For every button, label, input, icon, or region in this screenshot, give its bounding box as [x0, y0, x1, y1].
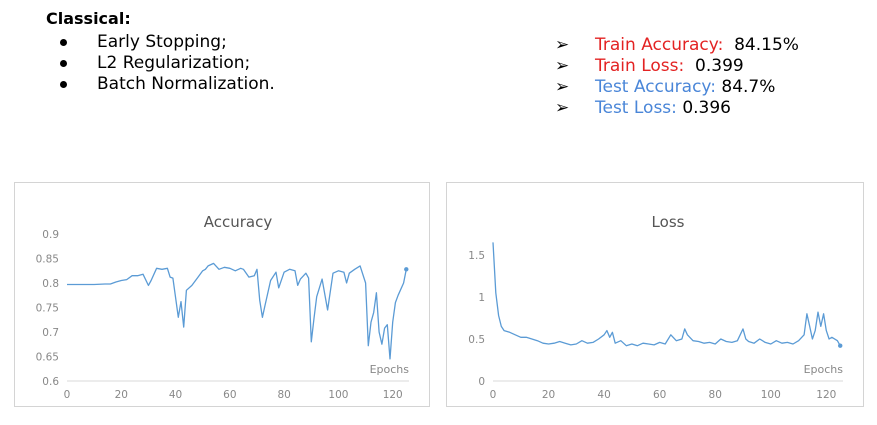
arrow-bullet-icon: ➢ [555, 98, 570, 118]
accuracy-x-tick-label: 80 [277, 389, 290, 401]
accuracy-y-tick-label: 0.75 [36, 303, 59, 315]
metric-value: 84.15% [734, 35, 799, 55]
metric-label: Train Loss: [595, 56, 685, 76]
accuracy-y-tick-label: 0.85 [36, 254, 59, 266]
accuracy-chart-title: Accuracy [204, 213, 273, 231]
metric-label: Test Accuracy: [595, 77, 716, 97]
loss-y-tick-label: 0.5 [468, 334, 485, 346]
bullet-dot-icon [60, 39, 67, 46]
loss-series-line [492, 242, 841, 347]
list-item: L2 Regularization; [60, 53, 275, 74]
accuracy-series-line [67, 262, 407, 360]
arrow-bullet-icon: ➢ [555, 35, 570, 55]
metric-value: 0.399 [695, 56, 744, 76]
accuracy-y-tick-label: 0.7 [42, 327, 59, 339]
loss-x-tick-label: 80 [709, 389, 722, 401]
accuracy-x-tick-label: 20 [115, 389, 128, 401]
metric-value: 84.7% [721, 77, 776, 97]
loss-x-tick-label: 100 [761, 389, 781, 401]
method-label: Batch Normalization. [97, 74, 275, 94]
loss-x-axis-label: Epochs [804, 363, 844, 376]
accuracy-x-tick-label: 40 [169, 389, 182, 401]
accuracy-x-tick-label: 100 [328, 389, 348, 401]
accuracy-chart: Accuracy 0.6 0.65 0.7 0.75 0.8 0.85 0.9 0 20 40 60 8… [36, 213, 410, 401]
loss-x-tick-label: 20 [542, 389, 555, 401]
loss-x-tick-label: 120 [816, 389, 836, 401]
accuracy-x-tick-label: 0 [64, 389, 71, 401]
loss-y-tick-label: 0 [478, 376, 485, 388]
loss-y-tick-label: 1.5 [468, 250, 485, 262]
metric-item: ➢ Train Accuracy: 84.15% [555, 35, 799, 56]
section-heading: Classical: [46, 9, 131, 28]
arrow-bullet-icon: ➢ [555, 77, 570, 97]
metric-label: Train Accuracy: [595, 35, 724, 55]
metrics-list: ➢ Train Accuracy: 84.15% ➢ Train Loss: 0.3… [555, 35, 799, 119]
bullet-dot-icon [60, 60, 67, 67]
loss-chart-panel: Loss 0 0.5 1 1.5 0 20 40 60 80 100 120 Epochs [446, 182, 864, 407]
loss-x-tick-label: 0 [490, 389, 497, 401]
accuracy-y-tick-label: 0.8 [42, 278, 59, 290]
method-label: Early Stopping; [97, 32, 227, 52]
bullet-dot-icon [60, 81, 67, 88]
metric-value: 0.396 [682, 98, 731, 118]
metric-label: Test Loss: [595, 98, 677, 118]
list-item: Batch Normalization. [60, 74, 275, 95]
metric-item: ➢ Test Loss: 0.396 [555, 98, 799, 119]
accuracy-x-tick-label: 120 [383, 389, 403, 401]
accuracy-y-tick-label: 0.9 [42, 229, 59, 241]
loss-x-tick-label: 40 [597, 389, 610, 401]
loss-chart: Loss 0 0.5 1 1.5 0 20 40 60 80 100 120 Epochs [468, 213, 844, 401]
accuracy-chart-panel: Accuracy 0.6 0.65 0.7 0.75 0.8 0.85 0.9 0 20 40 60 8… [14, 182, 430, 407]
methods-list: Early Stopping; L2 Regularization; Batch… [60, 32, 275, 95]
method-label: L2 Regularization; [97, 53, 251, 73]
loss-y-tick-label: 1 [478, 292, 485, 304]
accuracy-y-tick-label: 0.65 [36, 352, 59, 364]
accuracy-x-tick-label: 60 [223, 389, 236, 401]
accuracy-y-tick-label: 0.6 [42, 376, 59, 388]
loss-chart-title: Loss [652, 213, 685, 231]
accuracy-last-point-marker [404, 267, 409, 272]
arrow-bullet-icon: ➢ [555, 56, 570, 76]
loss-x-tick-label: 60 [653, 389, 666, 401]
list-item: Early Stopping; [60, 32, 275, 53]
metric-item: ➢ Test Accuracy: 84.7% [555, 77, 799, 98]
loss-last-point-marker [838, 343, 843, 348]
accuracy-x-axis-label: Epochs [370, 363, 410, 376]
metric-item: ➢ Train Loss: 0.399 [555, 56, 799, 77]
